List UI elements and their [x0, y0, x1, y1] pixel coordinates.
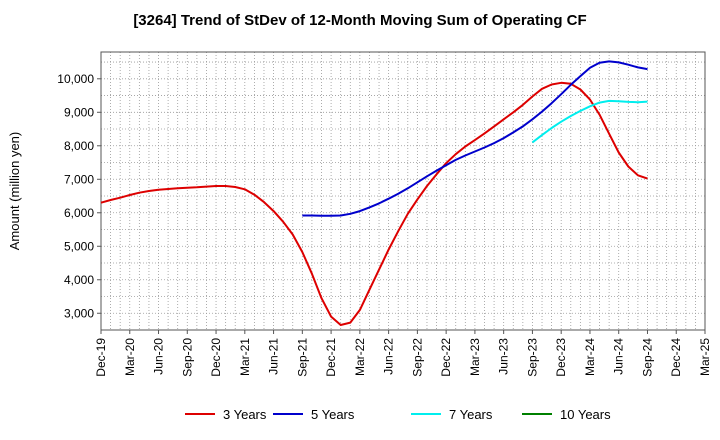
legend-label-10-years: 10 Years: [560, 407, 611, 422]
y-tick-label: 3,000: [64, 306, 94, 320]
x-tick-label: Jun-23: [497, 338, 511, 375]
series-lines: [100, 60, 648, 326]
legend: 3 Years 5 Years 7 Years 10 Years: [185, 407, 611, 422]
x-tick-label: Sep-24: [640, 338, 654, 377]
y-axis-title: Amount (million yen): [7, 132, 22, 251]
y-tick-label: 4,000: [64, 273, 94, 287]
x-tick-label: Mar-23: [468, 338, 482, 376]
x-tick-label: Jun-24: [612, 338, 626, 375]
x-tick-label: Sep-23: [525, 338, 539, 377]
y-tick-label: 8,000: [64, 139, 94, 153]
x-tick-label: Sep-20: [180, 338, 194, 377]
legend-label-3-years: 3 Years: [223, 407, 267, 422]
legend-label-7-years: 7 Years: [449, 407, 493, 422]
x-tick-label: Dec-20: [209, 338, 223, 377]
x-tick-label: Sep-21: [295, 338, 309, 377]
x-tick-label: Dec-19: [94, 338, 108, 377]
legend-label-5-years: 5 Years: [311, 407, 355, 422]
x-tick-label: Dec-21: [324, 338, 338, 377]
x-tick-label: Jun-21: [267, 338, 281, 375]
y-tick-label: 6,000: [64, 206, 94, 220]
series-line-7-years: [531, 99, 648, 144]
x-tick-label: Jun-20: [152, 338, 166, 375]
y-tick-label: 10,000: [57, 72, 94, 86]
x-tick-label: Dec-24: [669, 338, 683, 377]
y-tick-label: 9,000: [64, 105, 94, 119]
x-tick-label: Mar-20: [123, 338, 137, 376]
y-tick-label: 5,000: [64, 239, 94, 253]
series-line-5-years: [302, 60, 648, 217]
x-tick-label: Dec-22: [439, 338, 453, 377]
plot-frame: [100, 51, 706, 331]
x-tick-label: Dec-23: [554, 338, 568, 377]
x-tick-label: Mar-24: [583, 338, 597, 376]
axes: 3,000 4,000 5,000 6,000 7,000 8,000 9,000 10,00…: [7, 51, 712, 377]
chart-title: [3264] Trend of StDev of 12-Month Moving…: [133, 12, 587, 29]
x-tick-label: Mar-25: [698, 338, 712, 376]
series-line-3-years: [100, 81, 648, 326]
x-tick-label: Sep-22: [410, 338, 424, 377]
x-tick-label: Mar-22: [353, 338, 367, 376]
y-tick-label: 7,000: [64, 172, 94, 186]
x-tick-label: Mar-21: [238, 338, 252, 376]
x-tick-label: Jun-22: [382, 338, 396, 375]
